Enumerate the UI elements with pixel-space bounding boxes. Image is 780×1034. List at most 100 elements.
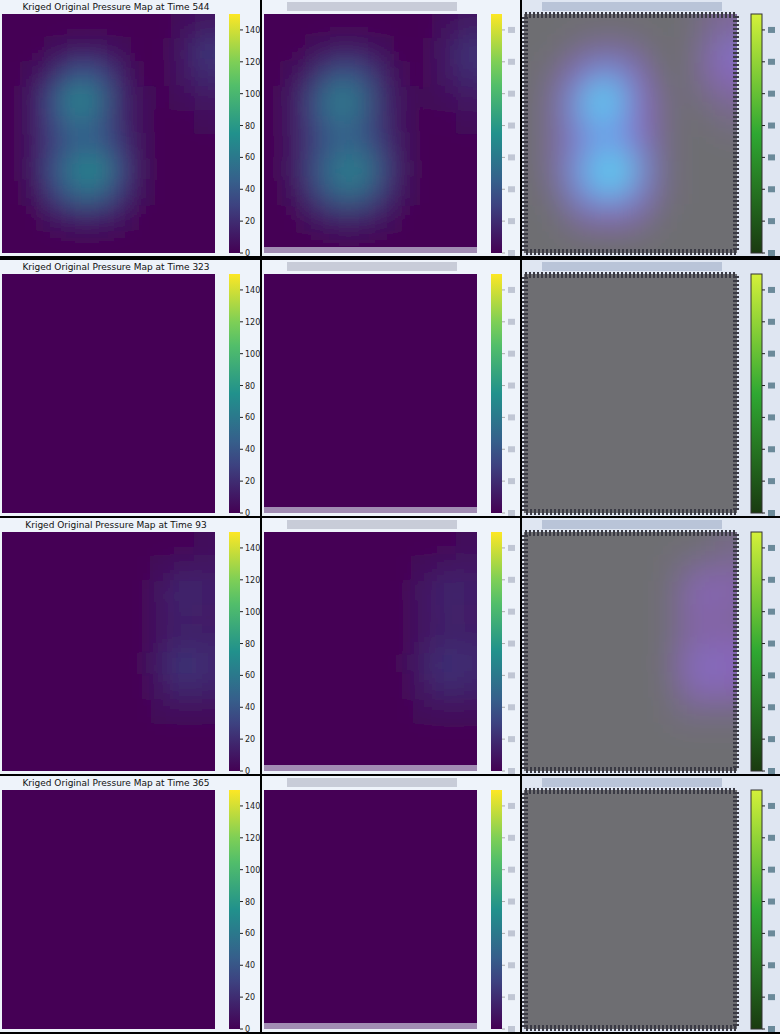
heatmap-cell: [194, 205, 215, 229]
heatmap-cell: [328, 86, 350, 110]
heatmap-cell: [434, 652, 456, 676]
heatmap-cell: [307, 933, 329, 957]
colorbar-tick-label-illegible: [508, 414, 515, 420]
heatmap-cell: [151, 652, 173, 676]
heatmap-cell: [609, 86, 631, 110]
colorbar-tick-label: 100: [245, 350, 260, 359]
heatmap-cell: [652, 370, 674, 394]
colorbar-tick: [762, 771, 765, 772]
heatmap-cell: [371, 957, 393, 981]
heatmap-cell: [694, 747, 716, 771]
heatmap-cell: [609, 699, 631, 723]
heatmap-cell: [392, 957, 414, 981]
heatmap-cell: [328, 38, 350, 62]
heatmap-cell: [413, 394, 435, 418]
colorbar-tick-label: 80: [245, 640, 255, 649]
heatmap-cell: [45, 205, 67, 229]
heatmap-cell: [349, 346, 371, 370]
heatmap-cell: [567, 628, 589, 652]
heatmap-cell: [307, 790, 329, 814]
heatmap-cell: [307, 957, 329, 981]
heatmap-cell: [45, 274, 67, 298]
colorbar-tick: [502, 933, 505, 934]
colorbar-tick: [502, 997, 505, 998]
heatmap-cell: [87, 110, 109, 134]
heatmap-cell: [371, 790, 393, 814]
colorbar-tick: [240, 353, 243, 354]
heatmap-cell: [23, 699, 45, 723]
colorbar-tick-label-illegible: [508, 994, 515, 1000]
heatmap: [2, 274, 215, 513]
colorbar-tick: [502, 481, 505, 482]
heatmap-cell: [434, 957, 456, 981]
heatmap: [2, 14, 215, 253]
heatmap-cell: [567, 747, 589, 771]
heatmap-cell: [434, 417, 456, 441]
heatmap-cell: [588, 933, 610, 957]
heatmap-cell: [87, 465, 109, 489]
heatmap-cell: [545, 886, 567, 910]
heatmap-cell: [545, 910, 567, 934]
heatmap-cell: [392, 838, 414, 862]
heatmap-cell: [285, 580, 307, 604]
colorbar-tick-label-illegible: [508, 930, 515, 936]
heatmap-cell: [45, 862, 67, 886]
heatmap-cell: [172, 957, 194, 981]
heatmap-cell: [264, 417, 286, 441]
heatmap-cell: [130, 86, 152, 110]
colorbar-tick: [762, 481, 765, 482]
colorbar-tick-label-illegible: [508, 510, 515, 516]
heatmap-cell: [45, 723, 67, 747]
heatmap-cell: [2, 181, 24, 205]
colorbar-tick-label: 120: [245, 318, 260, 327]
colorbar-tick: [762, 837, 765, 838]
heatmap-cell: [694, 181, 716, 205]
heatmap-background: [2, 790, 215, 1029]
heatmap-cell: [285, 181, 307, 205]
heatmap-cell: [45, 38, 67, 62]
heatmap-cell: [109, 465, 131, 489]
heatmap-cell: [151, 134, 173, 158]
heatmap-cell: [23, 652, 45, 676]
heatmap-cell: [673, 723, 695, 747]
heatmap-cell: [456, 580, 477, 604]
heatmap-cell: [328, 62, 350, 86]
heatmap-cell: [673, 910, 695, 934]
heatmap-cell: [456, 274, 477, 298]
heatmap-cell: [456, 675, 477, 699]
heatmap-cell: [172, 157, 194, 181]
heatmap-cell: [151, 157, 173, 181]
heatmap-cell: [545, 723, 567, 747]
heatmap-background: [2, 14, 215, 253]
heatmap-cell: [434, 346, 456, 370]
heatmap-cell: [87, 274, 109, 298]
heatmap-cell: [652, 556, 674, 580]
heatmap-cell: [588, 652, 610, 676]
heatmap-cell: [264, 62, 286, 86]
colorbar-tick-label-illegible: [768, 510, 775, 516]
heatmap-cell: [130, 1005, 152, 1029]
heatmap-cell: [23, 628, 45, 652]
heatmap-cell: [151, 532, 173, 556]
heatmap-cell: [392, 394, 414, 418]
heatmap-cell: [45, 910, 67, 934]
heatmap-cell: [172, 14, 194, 38]
heatmap-cell: [45, 628, 67, 652]
heatmap-cell: [631, 110, 653, 134]
heatmap-cell: [45, 441, 67, 465]
heatmap-cell: [151, 790, 173, 814]
heatmap-cell: [194, 628, 215, 652]
heatmap-cell: [694, 38, 716, 62]
colorbar-tick: [502, 771, 505, 772]
heatmap-cell: [151, 862, 173, 886]
colorbar-tick: [502, 739, 505, 740]
heatmap-cell: [349, 134, 371, 158]
heatmap-cell: [694, 675, 716, 699]
heatmap-cell: [130, 181, 152, 205]
heatmap-cell: [264, 862, 286, 886]
heatmap-cell: [567, 910, 589, 934]
heatmap-cell: [109, 38, 131, 62]
colorbar-tick: [762, 675, 765, 676]
colorbar-tick: [762, 417, 765, 418]
heatmap-cell: [392, 580, 414, 604]
